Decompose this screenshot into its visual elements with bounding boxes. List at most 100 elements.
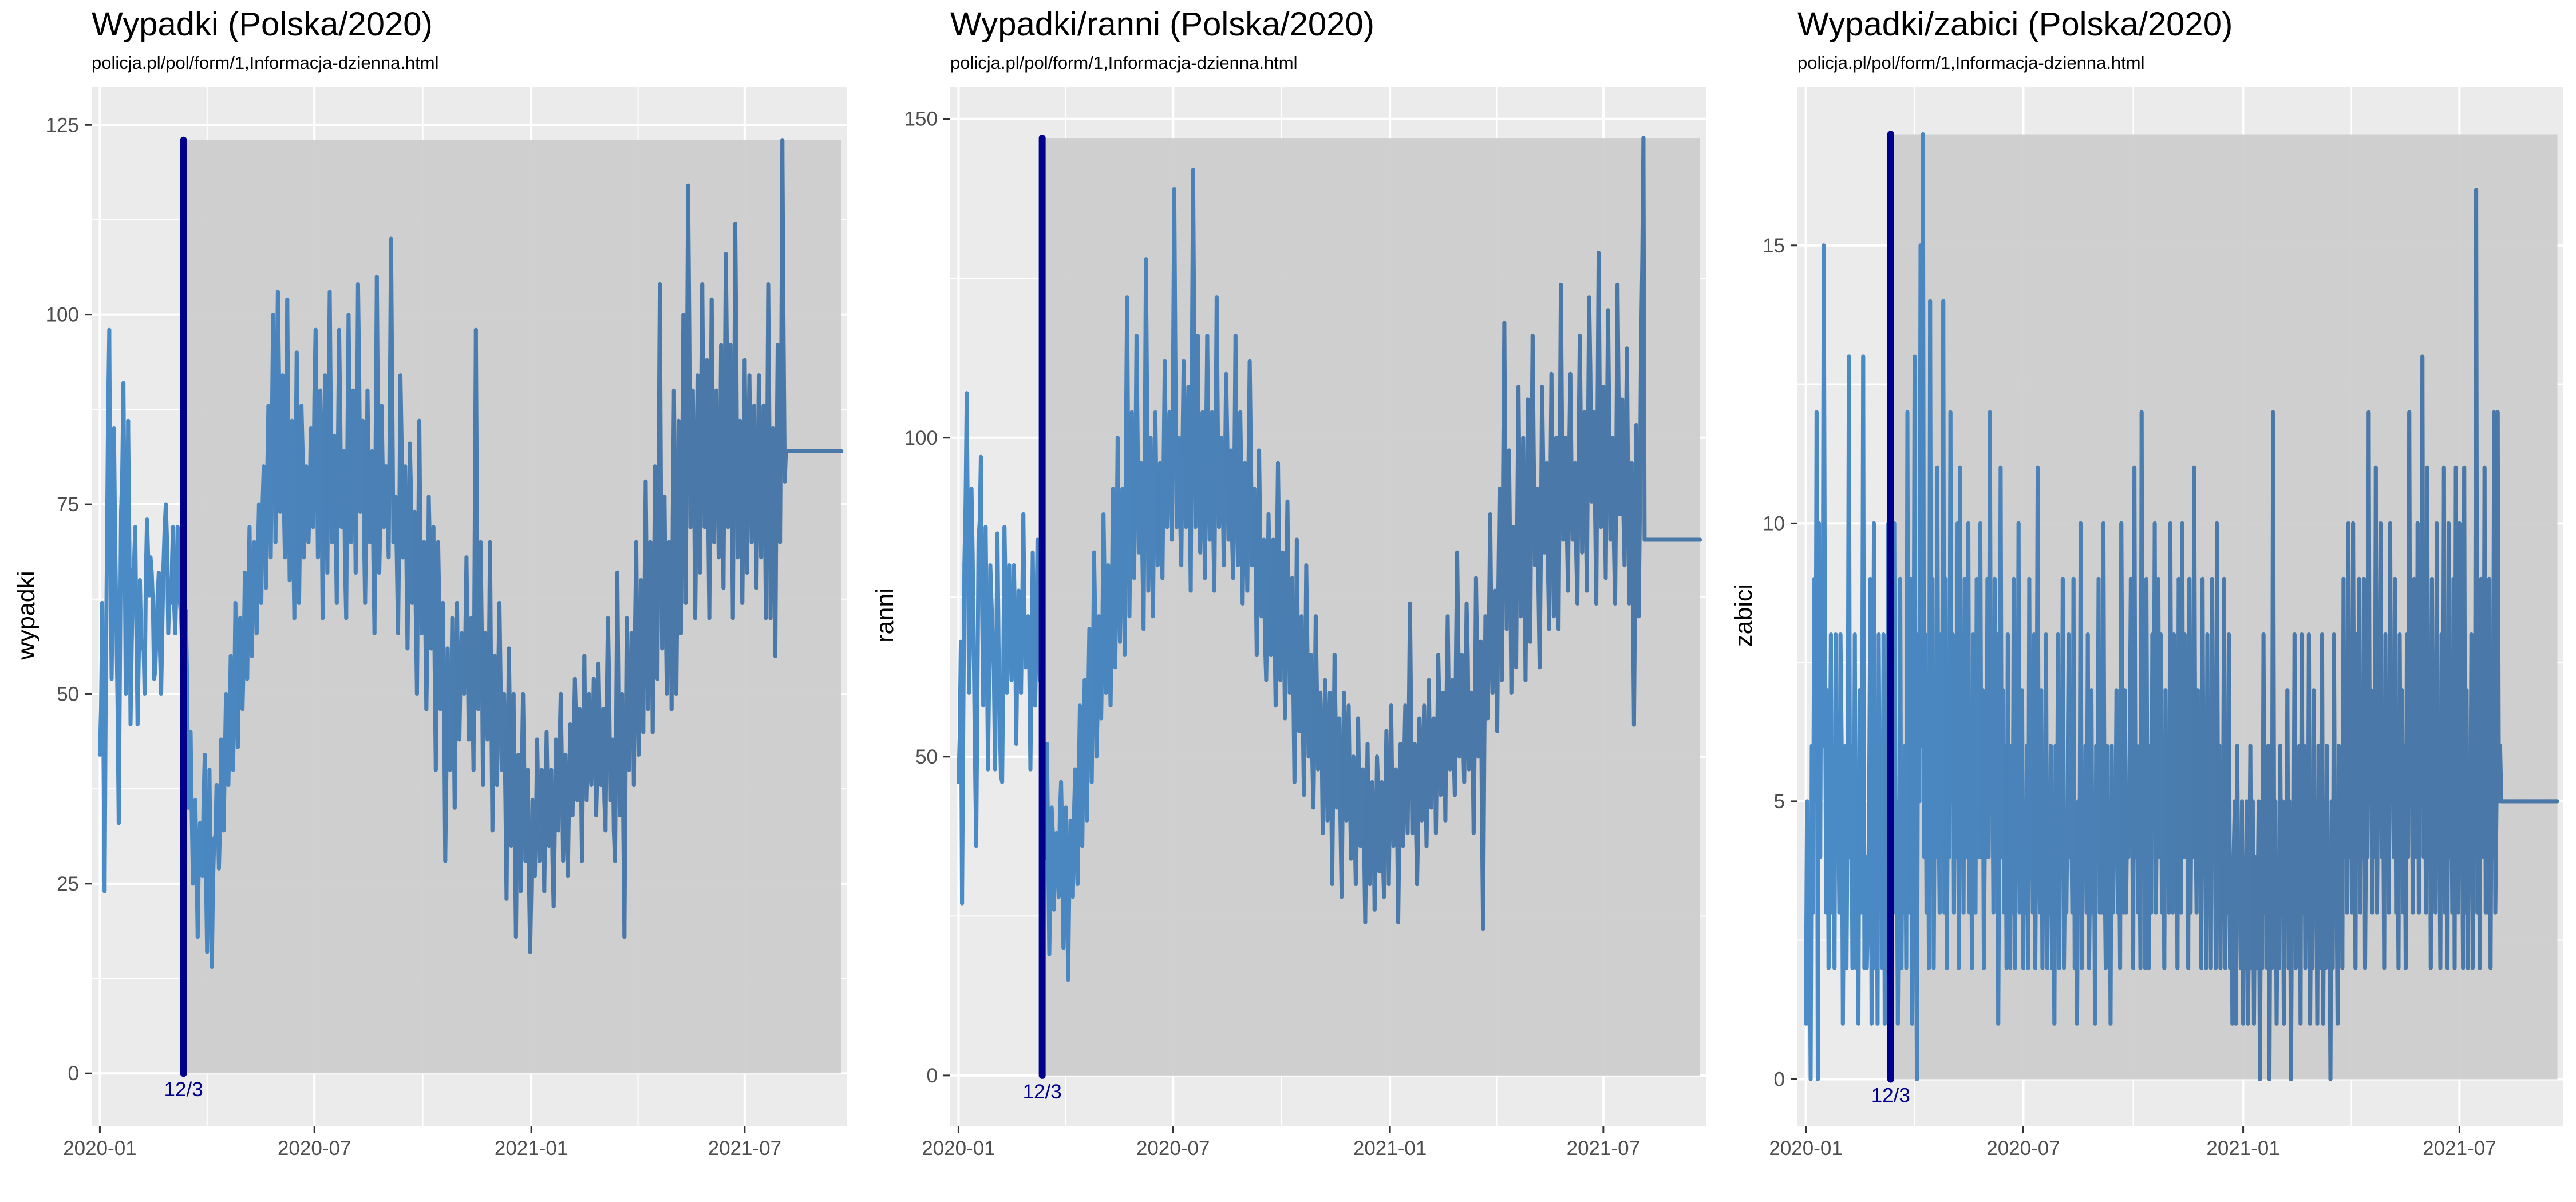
line-segment [1582,410,1588,497]
x-tick-label: 2020-01 [1769,1137,1842,1160]
line-segment [1597,251,1602,414]
line-segment [321,479,326,620]
line-segment [311,396,317,529]
line-segment [462,639,468,696]
line-segment [1521,436,1527,542]
line-segment [271,313,276,423]
line-segment [287,509,293,583]
line-segment [1568,371,1574,472]
line-segment [740,495,746,605]
line-segment [995,531,1001,650]
line-segment [398,373,404,446]
line-segment [485,669,491,742]
line-segment [1410,812,1416,835]
line-segment [207,768,213,886]
line-segment [280,373,286,499]
line-segment [1219,436,1225,485]
line-segment [648,540,654,620]
line-segment [1464,601,1470,657]
line-segment [759,464,765,560]
line-segment [226,730,232,787]
line-segment [1422,703,1428,765]
line-segment [1408,601,1413,727]
line-segment [1026,614,1032,670]
line-segment [1325,735,1331,823]
line-segment [1511,525,1517,587]
y-tick-label: 125 [46,114,79,136]
line-segment [780,138,786,339]
line-segment [1495,582,1501,733]
line-segment [1554,436,1559,561]
panel-wypadki: Wypadki (Polska/2020) policja.pl/pol/for… [0,0,859,1202]
line-segment [1085,703,1091,823]
line-segment [724,252,729,370]
line-segment [240,661,246,711]
line-segment [1212,454,1218,593]
marker-label: 12/3 [1871,1084,1910,1106]
line-segment [1340,786,1345,899]
line-segment [970,550,976,657]
line-segment [1471,729,1477,835]
line-segment [1625,346,1630,491]
line-segment [1346,703,1352,797]
line-segment [1575,448,1581,606]
line-segment [1613,461,1618,606]
series-line [956,136,1702,982]
line-segment [1222,480,1227,568]
line-segment [983,525,989,638]
line-segment [1594,429,1599,606]
line-segment [171,525,176,605]
line-segment [450,616,456,704]
line-segment [1123,448,1128,657]
line-segment [578,707,583,765]
line-segment [214,783,220,817]
line-segment [1415,818,1420,887]
line-segment [1401,761,1406,848]
line-segment [1361,767,1366,842]
line-segment [1323,678,1329,746]
line-segment [1153,410,1159,510]
line-segment [1500,474,1506,682]
y-tick-label: 50 [915,746,938,768]
line-segment [1278,582,1284,682]
line-segment [681,313,687,446]
line-segment [1580,454,1586,555]
line-segment [965,391,970,548]
line-segment [1641,136,1647,542]
line-segment [235,661,241,749]
line-segment [1538,550,1543,670]
line-segment [2139,410,2145,859]
line-segment [1170,371,1175,542]
line-segment [161,525,167,567]
line-segment [1104,627,1109,695]
line-segment [622,760,628,939]
line-segment [1097,614,1102,670]
line-segment [1184,436,1190,529]
line-segment [693,517,698,620]
y-tick-label: 0 [927,1065,938,1087]
line-segment [455,600,460,704]
line-segment [443,768,449,863]
line-segment [216,821,222,871]
line-segment [1160,461,1166,580]
line-segment [627,691,633,772]
line-segment [643,479,649,598]
line-segment [1443,697,1449,823]
line-segment [1207,474,1213,542]
line-segment [264,472,270,590]
line-segment [1563,436,1569,529]
line-segment [1057,812,1062,899]
line-segment [1433,742,1439,835]
line-segment [1631,582,1637,727]
line-segment [1321,767,1326,835]
line-segment [747,373,753,469]
line-segment [315,479,321,560]
line-segment [1108,614,1114,708]
line-segment [116,669,122,825]
line-segment [1365,742,1371,842]
line-segment [1148,436,1154,510]
line-segment [471,532,477,772]
line-segment [433,669,439,772]
line-segment [417,418,422,552]
line-segment [256,502,262,560]
